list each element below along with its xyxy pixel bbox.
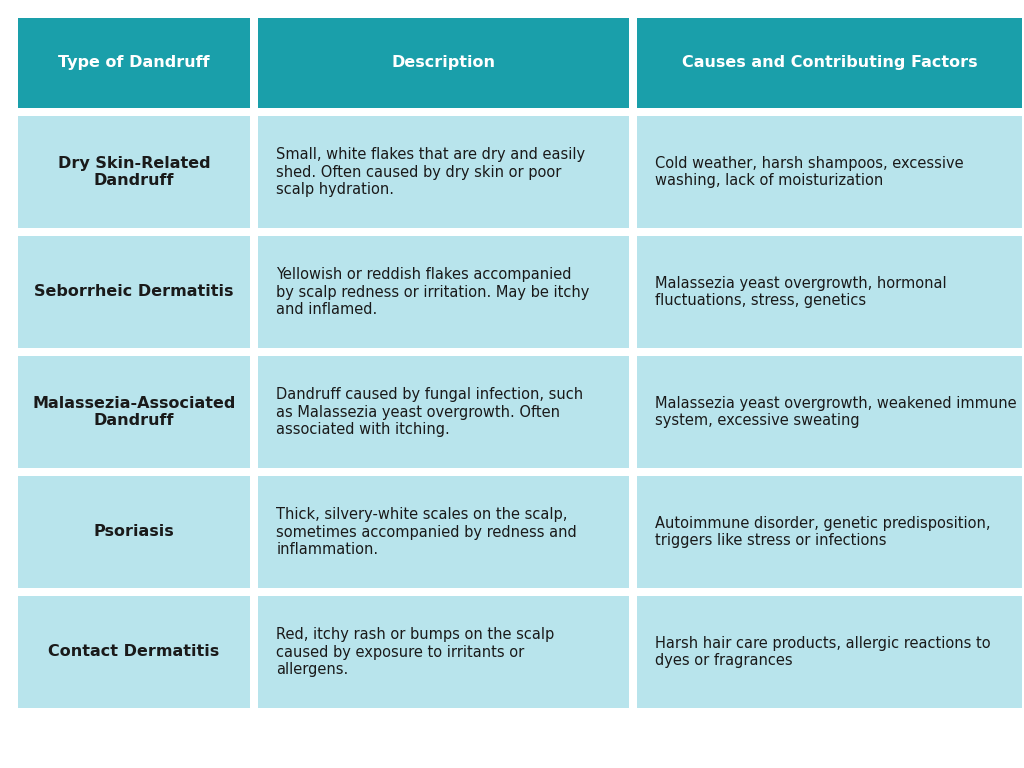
Text: Seborrheic Dermatitis: Seborrheic Dermatitis	[35, 284, 233, 300]
Text: Malassezia-Associated
Dandruff: Malassezia-Associated Dandruff	[33, 396, 236, 429]
Text: Harsh hair care products, allergic reactions to
dyes or fragrances: Harsh hair care products, allergic react…	[654, 636, 990, 668]
Text: Autoimmune disorder, genetic predisposition,
triggers like stress or infections: Autoimmune disorder, genetic predisposit…	[654, 516, 990, 548]
Text: Malassezia yeast overgrowth, weakened immune
system, excessive sweating: Malassezia yeast overgrowth, weakened im…	[654, 396, 1016, 429]
Bar	[258, 236, 629, 348]
Text: Contact Dermatitis: Contact Dermatitis	[48, 644, 220, 660]
Bar	[637, 356, 1022, 468]
Bar	[18, 116, 250, 228]
Text: Dry Skin-Related
Dandruff: Dry Skin-Related Dandruff	[57, 156, 210, 188]
Text: Yellowish or reddish flakes accompanied
by scalp redness or irritation. May be i: Yellowish or reddish flakes accompanied …	[276, 267, 590, 317]
Bar	[637, 476, 1022, 588]
Bar	[637, 116, 1022, 228]
Bar	[637, 236, 1022, 348]
Text: Causes and Contributing Factors: Causes and Contributing Factors	[682, 55, 977, 71]
Bar	[637, 596, 1022, 708]
Bar	[18, 18, 250, 108]
Bar	[258, 596, 629, 708]
Text: Red, itchy rash or bumps on the scalp
caused by exposure to irritants or
allerge: Red, itchy rash or bumps on the scalp ca…	[276, 627, 554, 677]
Bar	[18, 236, 250, 348]
Text: Description: Description	[391, 55, 496, 71]
Bar	[258, 476, 629, 588]
Text: Thick, silvery-white scales on the scalp,
sometimes accompanied by redness and
i: Thick, silvery-white scales on the scalp…	[276, 507, 577, 557]
Text: Psoriasis: Psoriasis	[94, 525, 174, 539]
Bar	[18, 476, 250, 588]
Text: Malassezia yeast overgrowth, hormonal
fluctuations, stress, genetics: Malassezia yeast overgrowth, hormonal fl…	[654, 276, 946, 308]
Text: Type of Dandruff: Type of Dandruff	[58, 55, 210, 71]
Text: Small, white flakes that are dry and easily
shed. Often caused by dry skin or po: Small, white flakes that are dry and eas…	[276, 147, 586, 197]
Bar	[258, 116, 629, 228]
Bar	[258, 356, 629, 468]
Text: Dandruff caused by fungal infection, such
as Malassezia yeast overgrowth. Often
: Dandruff caused by fungal infection, suc…	[276, 387, 584, 437]
Bar	[258, 18, 629, 108]
Bar	[18, 596, 250, 708]
Text: Cold weather, harsh shampoos, excessive
washing, lack of moisturization: Cold weather, harsh shampoos, excessive …	[654, 156, 964, 188]
Bar	[18, 356, 250, 468]
Bar	[637, 18, 1022, 108]
